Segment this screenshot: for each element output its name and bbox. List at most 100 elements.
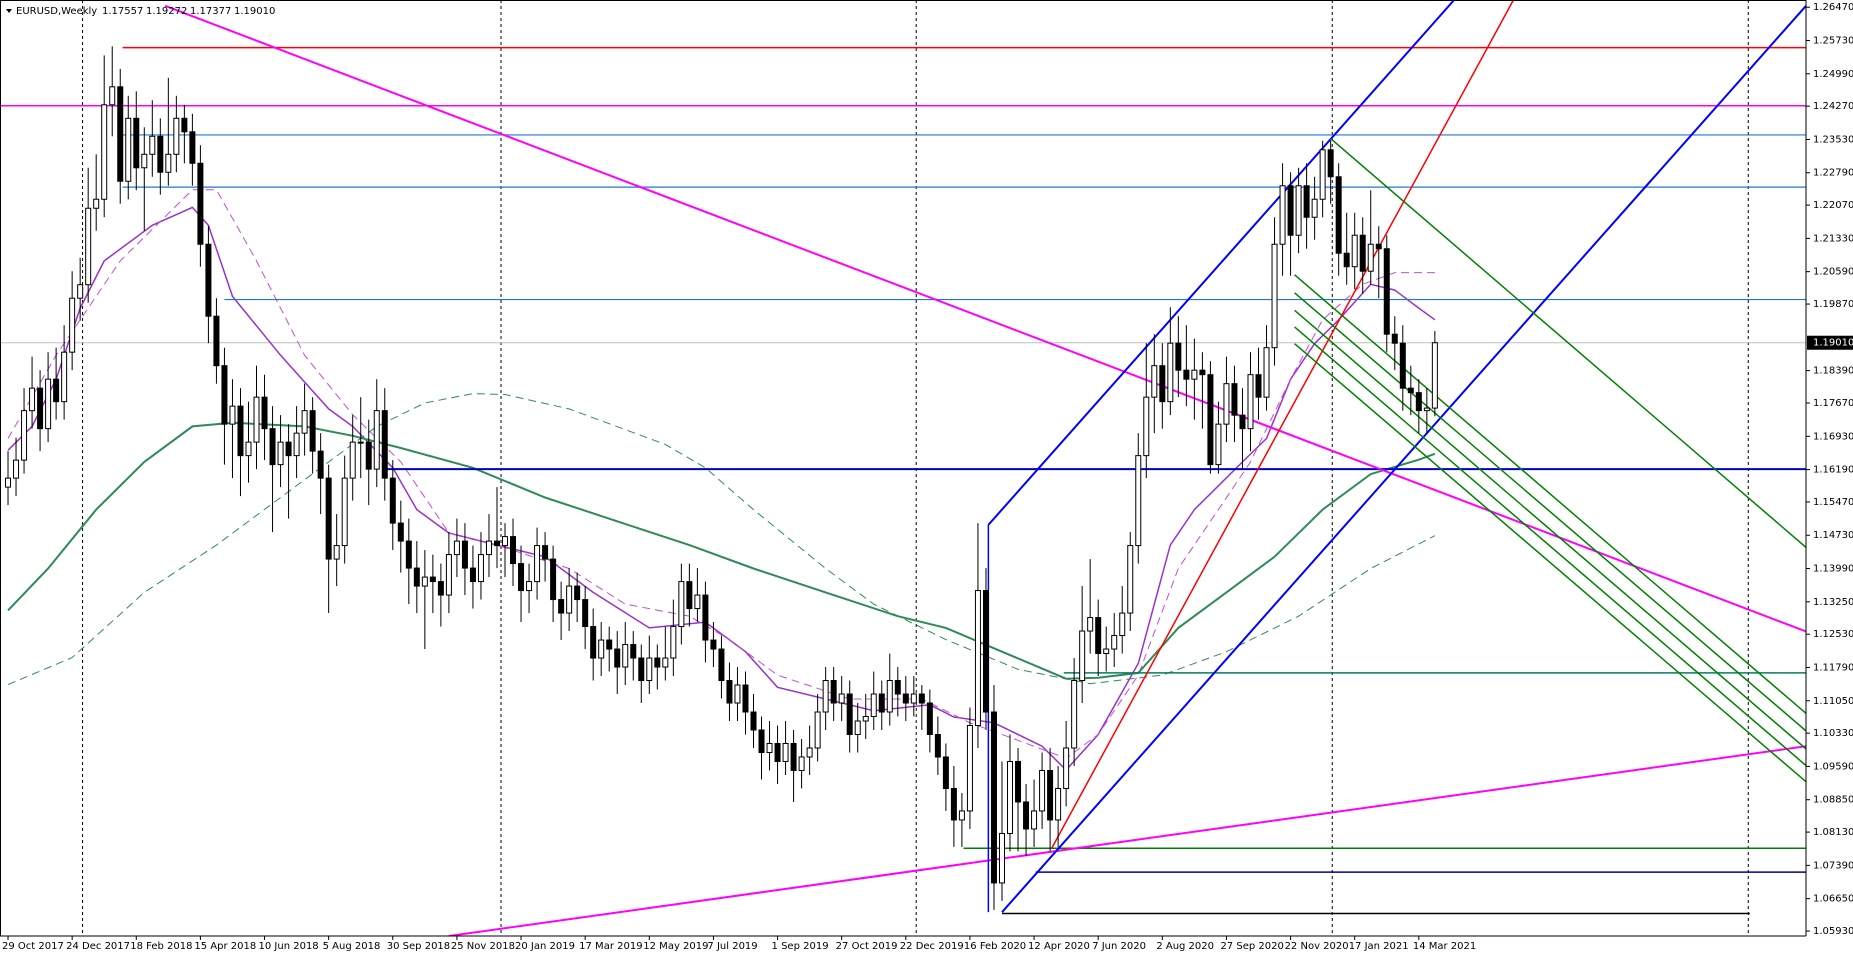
header-close: 1.19010 xyxy=(234,6,275,17)
candle-body xyxy=(1047,769,1054,821)
candle-body xyxy=(437,581,444,596)
candle-body xyxy=(93,198,100,209)
candle-body xyxy=(301,410,308,434)
candle-body xyxy=(1063,747,1070,789)
candle-body xyxy=(558,599,565,614)
candle-body xyxy=(806,747,813,758)
candle-body xyxy=(518,563,525,592)
candle-body xyxy=(213,315,220,367)
candle-body xyxy=(1391,333,1398,344)
candle-body xyxy=(622,644,629,668)
candle-body xyxy=(421,576,428,587)
candle-body xyxy=(1407,387,1414,394)
candle-body xyxy=(814,711,821,749)
candle-body xyxy=(485,540,492,556)
y-tick-label: 1.11050 xyxy=(1813,696,1853,707)
candle-body xyxy=(502,536,509,547)
candle-body xyxy=(253,396,260,443)
candle-body xyxy=(798,756,805,771)
candle-body xyxy=(477,554,484,583)
candle-body xyxy=(1423,407,1430,412)
x-tick-label: 1 Sep 2019 xyxy=(772,941,829,952)
y-tick-label: 1.16190 xyxy=(1813,465,1853,476)
candle-body xyxy=(1255,374,1262,398)
candle-body xyxy=(630,644,637,659)
y-tick-label: 1.15470 xyxy=(1813,497,1853,508)
current-price-box xyxy=(1807,335,1853,350)
candle-body xyxy=(317,450,324,479)
candle-body xyxy=(1335,176,1342,254)
x-tick-label: 27 Sep 2020 xyxy=(1220,941,1283,952)
candle-body xyxy=(157,135,164,173)
candle-body xyxy=(1343,252,1350,268)
candle-body xyxy=(870,693,877,718)
candle-body xyxy=(990,711,997,884)
trend-line xyxy=(1294,274,1806,714)
y-tick-label: 1.25730 xyxy=(1813,35,1853,46)
candle-body xyxy=(45,378,52,430)
candle-body xyxy=(173,117,180,155)
y-tick-label: 1.19870 xyxy=(1813,299,1853,310)
trend-line xyxy=(448,745,1806,936)
y-tick-label: 1.22070 xyxy=(1813,200,1853,211)
x-tick-label: 2 Aug 2020 xyxy=(1156,941,1214,952)
candle-body xyxy=(117,86,124,182)
candle-body xyxy=(181,117,188,133)
candle-body xyxy=(141,153,148,169)
candle-body xyxy=(349,441,356,479)
y-tick-label: 1.13250 xyxy=(1813,597,1853,608)
candle-body xyxy=(1399,342,1406,389)
candle-body xyxy=(766,742,773,753)
candle-body xyxy=(1031,810,1038,830)
candle-body xyxy=(461,540,468,569)
candle-body xyxy=(830,680,837,704)
candle-body xyxy=(902,693,909,704)
candle-body xyxy=(790,742,797,771)
candle-body xyxy=(5,477,12,488)
candle-body xyxy=(445,554,452,596)
candle-body xyxy=(469,567,476,583)
candle-body xyxy=(85,207,92,286)
candle-body xyxy=(1359,234,1366,272)
candle-body xyxy=(646,657,653,682)
candle-body xyxy=(1303,185,1310,218)
candle-body xyxy=(133,117,140,169)
candle-body xyxy=(982,590,989,713)
candle-body xyxy=(678,581,685,628)
candle-body xyxy=(862,716,869,722)
candle-body xyxy=(285,441,292,457)
y-tick-label: 1.08130 xyxy=(1813,827,1853,838)
y-tick-label: 1.13990 xyxy=(1813,564,1853,575)
current-price-label: 1.19010 xyxy=(1813,338,1853,349)
x-tick-label: 24 Dec 2017 xyxy=(66,941,130,952)
candle-body xyxy=(77,284,84,299)
candle-body xyxy=(1087,617,1094,632)
candle-body xyxy=(1327,149,1334,178)
candle-body xyxy=(1351,234,1358,268)
candle-body xyxy=(958,810,965,821)
y-tick-label: 1.09590 xyxy=(1813,761,1853,772)
y-tick-label: 1.23530 xyxy=(1813,134,1853,145)
candle-body xyxy=(1143,396,1150,457)
candle-body xyxy=(758,729,765,753)
candle-body xyxy=(1055,787,1062,821)
candle-body xyxy=(854,720,861,735)
candle-body xyxy=(261,396,268,430)
candle-body xyxy=(846,693,853,735)
candle-body xyxy=(1375,243,1382,250)
candle-body xyxy=(1279,185,1286,245)
trend-line xyxy=(1294,292,1806,732)
x-tick-label: 12 May 2019 xyxy=(643,941,708,952)
x-tick-label: 16 Feb 2020 xyxy=(964,941,1026,952)
candle-body xyxy=(373,410,380,470)
candle-body xyxy=(702,594,709,641)
candle-body xyxy=(550,558,557,601)
candle-body xyxy=(1247,374,1254,430)
candle-body xyxy=(197,162,204,245)
trend-line xyxy=(987,0,1455,526)
candle-body xyxy=(229,405,236,425)
y-tick-label: 1.17670 xyxy=(1813,398,1853,409)
candle-body xyxy=(590,626,597,659)
x-tick-label: 27 Oct 2019 xyxy=(836,941,898,952)
